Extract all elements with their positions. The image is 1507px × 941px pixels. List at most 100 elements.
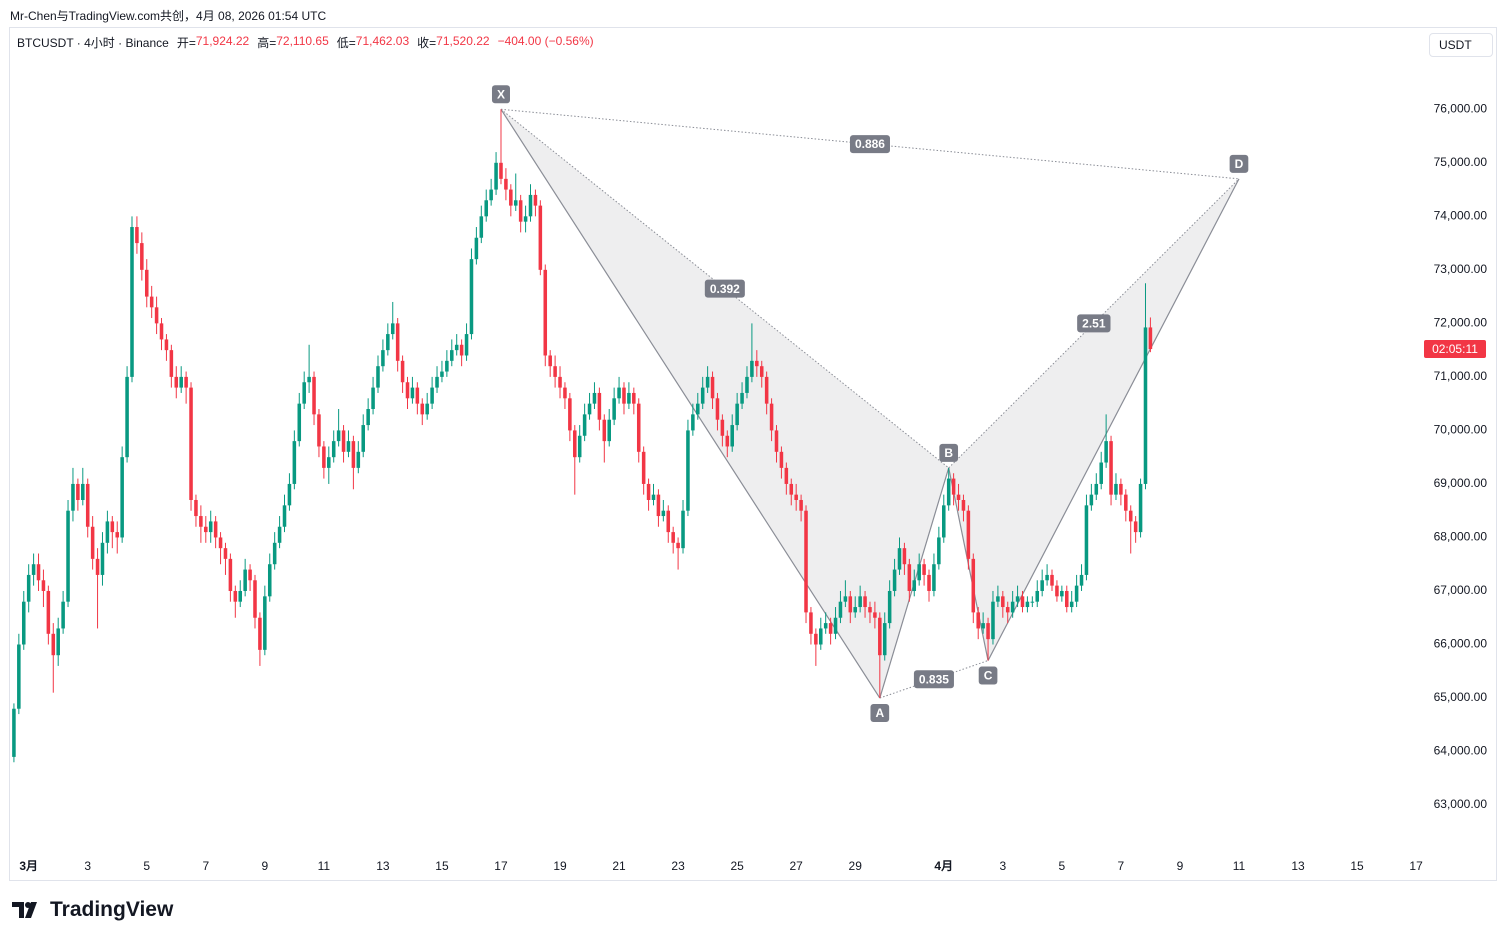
- candle-body: [1040, 580, 1044, 591]
- candle-body: [218, 537, 223, 549]
- candle-body: [90, 526, 95, 559]
- candle-body: [489, 189, 493, 201]
- candle-body: [26, 574, 31, 602]
- candle-body: [184, 376, 188, 388]
- candle-body: [327, 457, 331, 468]
- candle-body: [317, 414, 321, 447]
- x-tick-label: 5: [143, 859, 150, 873]
- ratio-label-box: [913, 670, 954, 689]
- candle-body: [882, 623, 887, 656]
- candle-body: [253, 580, 257, 618]
- candle-body: [21, 601, 26, 645]
- pattern-fill: [500, 109, 949, 699]
- candle-body: [873, 612, 877, 618]
- candle-body: [189, 387, 193, 500]
- candle-body: [646, 483, 651, 500]
- candle-body: [558, 376, 562, 388]
- candle-body: [523, 216, 528, 222]
- candle-body: [425, 403, 429, 415]
- candle-body: [1001, 596, 1005, 608]
- candle-body: [282, 505, 287, 527]
- candle-body: [376, 366, 380, 388]
- candle-body: [1035, 590, 1040, 602]
- candle-body: [41, 580, 46, 591]
- candle-body: [450, 350, 454, 361]
- currency-button[interactable]: USDT: [1429, 33, 1493, 57]
- candle-body: [445, 360, 449, 372]
- pattern-ratio-line: [500, 108, 1240, 180]
- candle-body: [902, 548, 907, 565]
- candle-body: [95, 558, 100, 575]
- candle-body: [194, 499, 198, 517]
- candle-body: [868, 607, 872, 613]
- candle-body: [725, 435, 730, 447]
- candle-body: [789, 483, 794, 495]
- candle-body: [494, 162, 498, 190]
- candle-body: [1050, 574, 1054, 586]
- x-tick-label: 25: [730, 859, 744, 873]
- chart-frame: [9, 27, 1497, 881]
- candle-body: [656, 494, 661, 517]
- candle-body: [405, 382, 410, 399]
- candle-body: [115, 532, 120, 538]
- ratio-label: 2.51: [1082, 317, 1106, 331]
- candle-body: [336, 430, 341, 442]
- y-tick-label: 68,000.00: [1434, 530, 1488, 544]
- candle-body: [946, 478, 951, 506]
- x-tick-label: 11: [1233, 859, 1246, 873]
- pattern-fill: [948, 178, 1239, 661]
- candle-body: [430, 387, 434, 404]
- candle-body: [922, 564, 926, 575]
- candle-body: [292, 441, 297, 484]
- candle-body: [1089, 494, 1094, 506]
- candle-body: [351, 441, 356, 468]
- candle-body: [804, 510, 808, 613]
- candle-body: [843, 596, 848, 602]
- candle-body: [627, 392, 631, 404]
- candle-body: [223, 548, 228, 559]
- pattern-point-label-box: [870, 704, 890, 723]
- candle-body: [809, 612, 813, 634]
- candle-body: [577, 435, 582, 458]
- candle-body: [440, 371, 444, 377]
- countdown: 02:05:11: [1432, 342, 1478, 356]
- y-tick-label: 70,000.00: [1434, 423, 1488, 437]
- candle-body: [691, 414, 695, 431]
- candle-body: [597, 392, 602, 420]
- x-tick-label: 7: [1118, 859, 1125, 873]
- y-tick-label: 74,000.00: [1434, 208, 1488, 222]
- x-tick-label: 29: [849, 859, 863, 873]
- candle-body: [1128, 510, 1133, 522]
- x-tick-label: 3: [84, 859, 91, 873]
- candle-body: [951, 478, 956, 495]
- candle-body: [681, 510, 685, 549]
- candle-body: [199, 516, 203, 527]
- candle-body: [764, 376, 769, 404]
- candle-body: [410, 387, 415, 399]
- candle-body: [1020, 596, 1025, 608]
- candle-body: [454, 344, 459, 351]
- candle-body: [696, 403, 700, 415]
- candle-body: [853, 607, 857, 613]
- candle-body: [779, 451, 784, 468]
- x-tick-label: 13: [1291, 859, 1305, 873]
- candle-body: [956, 494, 961, 500]
- candle-body: [636, 403, 641, 452]
- candle-body: [823, 623, 828, 629]
- candle-body: [720, 419, 725, 436]
- x-tick-label: 23: [671, 859, 685, 873]
- ratio-label-box: [704, 279, 745, 298]
- candle-body: [258, 617, 262, 650]
- candle-body: [208, 521, 213, 533]
- candle-body: [976, 612, 980, 629]
- candle-body: [356, 451, 361, 468]
- candle-body: [1138, 483, 1143, 533]
- candle-body: [533, 194, 538, 206]
- candle-body: [587, 403, 592, 415]
- y-tick-label: 67,000.00: [1434, 583, 1488, 597]
- candle-body: [509, 189, 513, 206]
- candle-body: [582, 414, 587, 436]
- brand-name: TradingView: [50, 898, 174, 921]
- candle-body: [1010, 601, 1015, 613]
